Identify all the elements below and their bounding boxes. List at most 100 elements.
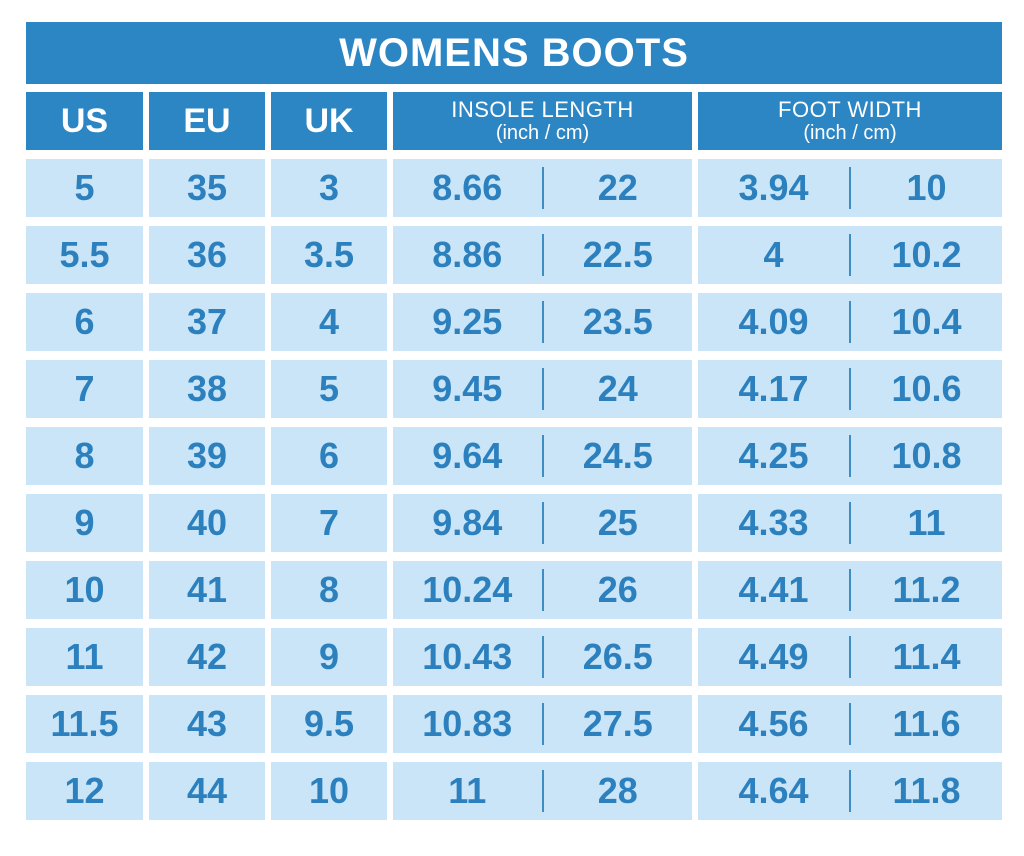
insole-length-cell: 10.83 27.5: [393, 695, 692, 753]
cell-divider: [849, 502, 851, 544]
us-value-cell: 5.5: [26, 226, 143, 284]
insole-length-cell: 9.64 24.5: [393, 427, 692, 485]
insole-cm-value: 22.5: [582, 234, 653, 275]
foot-cm-value: 10.2: [891, 234, 962, 275]
foot-cm-value: 11.6: [892, 703, 961, 744]
insole-cm-value: 22: [597, 167, 638, 208]
foot-width-cell: 4.49 11.4: [698, 628, 1002, 686]
eu-value-cell: 36: [149, 226, 265, 284]
insole-inch-value: 11: [448, 770, 487, 811]
us-value-cell: 5: [26, 159, 143, 217]
us-value-cell: 6: [26, 293, 143, 351]
us-value-cell: 7: [26, 360, 143, 418]
header-cell-uk: UK: [271, 92, 387, 150]
cell-divider: [849, 569, 851, 611]
insole-cm-value: 23.5: [582, 301, 653, 342]
foot-cm-value: 11: [907, 502, 946, 543]
insole-cm-value: 27.5: [582, 703, 653, 744]
foot-width-cell: 4 10.2: [698, 226, 1002, 284]
eu-value-cell: 44: [149, 762, 265, 820]
foot-inch-value: 4.49: [738, 636, 809, 677]
cell-divider: [541, 301, 544, 343]
eu-value-cell: 39: [149, 427, 265, 485]
insole-length-cell: 9.25 23.5: [393, 293, 692, 351]
uk-value-cell: 6: [271, 427, 387, 485]
eu-value-cell: 43: [149, 695, 265, 753]
us-value-cell: 9: [26, 494, 143, 552]
page-title: WOMENS BOOTS: [339, 30, 689, 75]
insole-cm-value: 26.5: [582, 636, 653, 677]
cell-divider: [849, 167, 851, 209]
insole-inch-value: 8.86: [432, 234, 503, 275]
insole-cm-value: 28: [597, 770, 638, 811]
foot-cm-value: 11.2: [892, 569, 961, 610]
uk-value-cell: 3: [271, 159, 387, 217]
us-value-cell: 12: [26, 762, 143, 820]
cell-divider: [849, 234, 851, 276]
foot-width-cell: 4.64 11.8: [698, 762, 1002, 820]
insole-length-unit: (inch / cm): [495, 122, 590, 145]
uk-value-cell: 5: [271, 360, 387, 418]
insole-length-cell: 8.86 22.5: [393, 226, 692, 284]
insole-length-cell: 10.24 26: [393, 561, 692, 619]
eu-value-cell: 40: [149, 494, 265, 552]
foot-cm-value: 10.4: [891, 301, 962, 342]
cell-divider: [849, 636, 851, 678]
uk-value-cell: 4: [271, 293, 387, 351]
header-cell-insole-length: INSOLE LENGTH (inch / cm): [393, 92, 692, 150]
insole-length-cell: 9.84 25: [393, 494, 692, 552]
cell-divider: [849, 703, 851, 745]
eu-value-cell: 37: [149, 293, 265, 351]
us-value-cell: 11.5: [26, 695, 143, 753]
insole-inch-value: 10.83: [422, 703, 513, 744]
insole-inch-value: 9.64: [432, 435, 503, 476]
foot-inch-value: 4.33: [738, 502, 809, 543]
uk-value-cell: 10: [271, 762, 387, 820]
eu-value-cell: 42: [149, 628, 265, 686]
insole-length-cell: 10.43 26.5: [393, 628, 692, 686]
us-value-cell: 11: [26, 628, 143, 686]
foot-cm-value: 10.8: [891, 435, 962, 476]
foot-cm-value: 10.6: [891, 368, 962, 409]
foot-inch-value: 3.94: [738, 167, 809, 208]
cell-divider: [849, 770, 851, 812]
header-cell-foot-width: FOOT WIDTH (inch / cm): [698, 92, 1002, 150]
us-value-cell: 8: [26, 427, 143, 485]
foot-width-cell: 3.94 10: [698, 159, 1002, 217]
insole-cm-value: 26: [597, 569, 638, 610]
cell-divider: [541, 569, 544, 611]
foot-width-unit: (inch / cm): [803, 122, 897, 145]
eu-value-cell: 35: [149, 159, 265, 217]
cell-divider: [541, 368, 544, 410]
foot-width-cell: 4.41 11.2: [698, 561, 1002, 619]
cell-divider: [849, 301, 851, 343]
foot-inch-value: 4.64: [738, 770, 809, 811]
foot-inch-value: 4.17: [738, 368, 809, 409]
insole-inch-value: 9.25: [432, 301, 503, 342]
uk-value-cell: 3.5: [271, 226, 387, 284]
insole-length-cell: 11 28: [393, 762, 692, 820]
cell-divider: [541, 636, 544, 678]
foot-inch-value: 4.09: [738, 301, 809, 342]
foot-cm-value: 11.8: [892, 770, 961, 811]
title-bar: WOMENS BOOTS: [26, 22, 1002, 84]
cell-divider: [541, 703, 544, 745]
foot-inch-value: 4.56: [738, 703, 809, 744]
uk-value-cell: 9.5: [271, 695, 387, 753]
insole-inch-value: 10.24: [422, 569, 513, 610]
foot-inch-value: 4.25: [738, 435, 809, 476]
uk-value-cell: 7: [271, 494, 387, 552]
insole-cm-value: 24: [597, 368, 638, 409]
foot-width-cell: 4.17 10.6: [698, 360, 1002, 418]
foot-width-cell: 4.09 10.4: [698, 293, 1002, 351]
uk-value-cell: 8: [271, 561, 387, 619]
eu-value-cell: 38: [149, 360, 265, 418]
insole-inch-value: 9.84: [432, 502, 503, 543]
foot-cm-value: 10: [906, 167, 947, 208]
cell-divider: [849, 368, 851, 410]
foot-width-cell: 4.33 11: [698, 494, 1002, 552]
cell-divider: [541, 167, 544, 209]
us-value-cell: 10: [26, 561, 143, 619]
cell-divider: [541, 234, 544, 276]
